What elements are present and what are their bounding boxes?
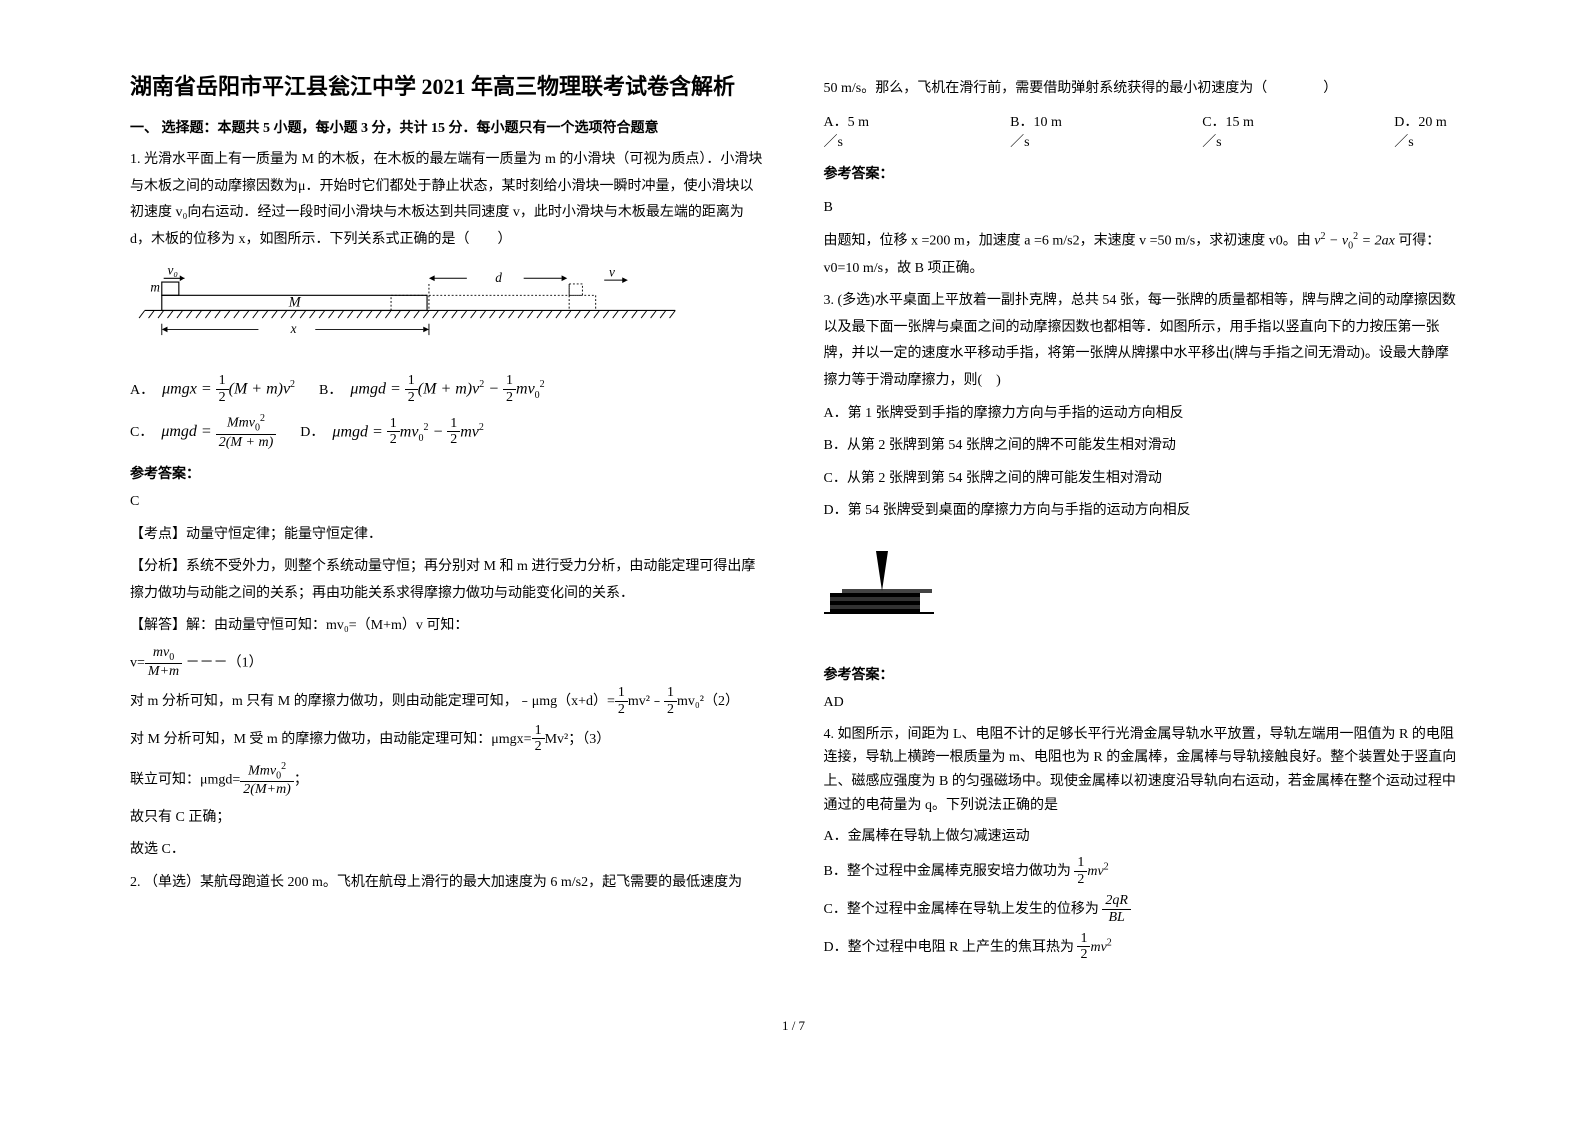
q1-answer-letter: C bbox=[130, 489, 764, 516]
q2-stem-b: 50 m/s。那么，飞机在滑行前，需要借助弹射系统获得的最小初速度为（ ） bbox=[824, 76, 1458, 103]
q1-onlyc: 故只有 C 正确； bbox=[130, 805, 764, 832]
q1-fenxi: 【分析】系统不受外力，则整个系统动量守恒；再分别对 M 和 m 进行受力分析，由… bbox=[130, 554, 764, 607]
q1-diagram: v₀ m M bbox=[130, 265, 690, 355]
q2-optD: D．20 m／s bbox=[1394, 111, 1457, 151]
q1-pickc: 故选 C． bbox=[130, 837, 764, 864]
q1-lianli: 联立可知：μmgd=Mmv022(M+m)； bbox=[130, 762, 764, 799]
q4-optA: A．金属棒在导轨上做匀减速运动 bbox=[824, 824, 1458, 851]
q3-ans-head: 参考答案： bbox=[824, 664, 1458, 684]
q1-jieda1: 【解答】解：由动量守恒可知：mv₀=（M+m）v 可知： bbox=[130, 613, 764, 640]
q3-stem: 3. (多选)水平桌面上平放着一副扑克牌，总共 54 张，每一张牌的质量都相等，… bbox=[824, 288, 1458, 394]
section-head: 一、 选择题：本题共 5 小题，每小题 3 分，共计 15 分．每小题只有一个选… bbox=[130, 117, 764, 137]
q2-stem-a: 2. （单选）某航母跑道长 200 m。飞机在航母上滑行的最大加速度为 6 m/… bbox=[130, 870, 764, 897]
q1-jieda3: 对 M 分析可知，M 受 m 的摩擦力做功，由动能定理可知：μmgx=12Mv²… bbox=[130, 724, 764, 756]
q1-eq1: v=mv0M+m －－－（1） bbox=[130, 646, 764, 680]
q2-optC: C．15 m／s bbox=[1202, 111, 1264, 151]
q3-optC: C．从第 2 张牌到第 54 张牌之间的牌可能发生相对滑动 bbox=[824, 466, 1458, 493]
q3-diagram bbox=[824, 539, 934, 639]
svg-text:v: v bbox=[609, 265, 615, 279]
page-number: 1 / 7 bbox=[0, 1018, 1587, 1034]
q3-optA: A．第 1 张牌受到手指的摩擦力方向与手指的运动方向相反 bbox=[824, 401, 1458, 428]
svg-text:d: d bbox=[495, 270, 502, 285]
q2-explain: 由题知，位移 x =200 m，加速度 a =6 m/s2，末速度 v =50 … bbox=[824, 227, 1458, 282]
q1-jieda2: 对 m 分析可知，m 只有 M 的摩擦力做功，则由动能定理可知，﹣μmg（x+d… bbox=[130, 686, 764, 718]
q2-optA: A．5 m／s bbox=[824, 111, 881, 151]
q1-stem: 1. 光滑水平面上有一质量为 M 的木板，在木板的最左端有一质量为 m 的小滑块… bbox=[130, 147, 764, 253]
q3-optD: D．第 54 张牌受到桌面的摩擦力方向与手指的运动方向相反 bbox=[824, 498, 1458, 525]
svg-text:v₀: v₀ bbox=[167, 265, 178, 277]
q4-optB: B．整个过程中金属棒克服安培力做功为 12mv2 bbox=[824, 856, 1458, 888]
svg-text:m: m bbox=[150, 280, 160, 295]
q1-options-row1: A． μmgx = 12(M + m)v2 B． μmgd = 12(M + m… bbox=[130, 374, 764, 406]
q4-optC: C．整个过程中金属棒在导轨上发生的位移为 2qRBL bbox=[824, 894, 1458, 926]
svg-text:M: M bbox=[288, 295, 302, 311]
q3-ans-letter: AD bbox=[824, 690, 1458, 717]
q2-ans-head: 参考答案： bbox=[824, 163, 1458, 183]
q2-ans-letter: B bbox=[824, 195, 1458, 222]
q1-kaodian: 【考点】动量守恒定律；能量守恒定律． bbox=[130, 522, 764, 549]
page-title: 湖南省岳阳市平江县瓮江中学 2021 年高三物理联考试卷含解析 bbox=[130, 70, 764, 103]
q1-options-row2: C． μmgd = Mmv022(M + m) D． μmgd = 12mv02… bbox=[130, 414, 764, 451]
q4-stem: 4. 如图所示，间距为 L、电阻不计的足够长平行光滑金属导轨水平放置，导轨左端用… bbox=[824, 723, 1458, 818]
q1-answer-head: 参考答案： bbox=[130, 463, 764, 483]
q3-optB: B．从第 2 张牌到第 54 张牌之间的牌不可能发生相对滑动 bbox=[824, 433, 1458, 460]
svg-text:x: x bbox=[290, 322, 297, 337]
q4-optD: D．整个过程中电阻 R 上产生的焦耳热为 12mv2 bbox=[824, 932, 1458, 964]
q2-optB: B．10 m／s bbox=[1010, 111, 1072, 151]
q2-choices: A．5 m／s B．10 m／s C．15 m／s D．20 m／s bbox=[824, 111, 1458, 151]
